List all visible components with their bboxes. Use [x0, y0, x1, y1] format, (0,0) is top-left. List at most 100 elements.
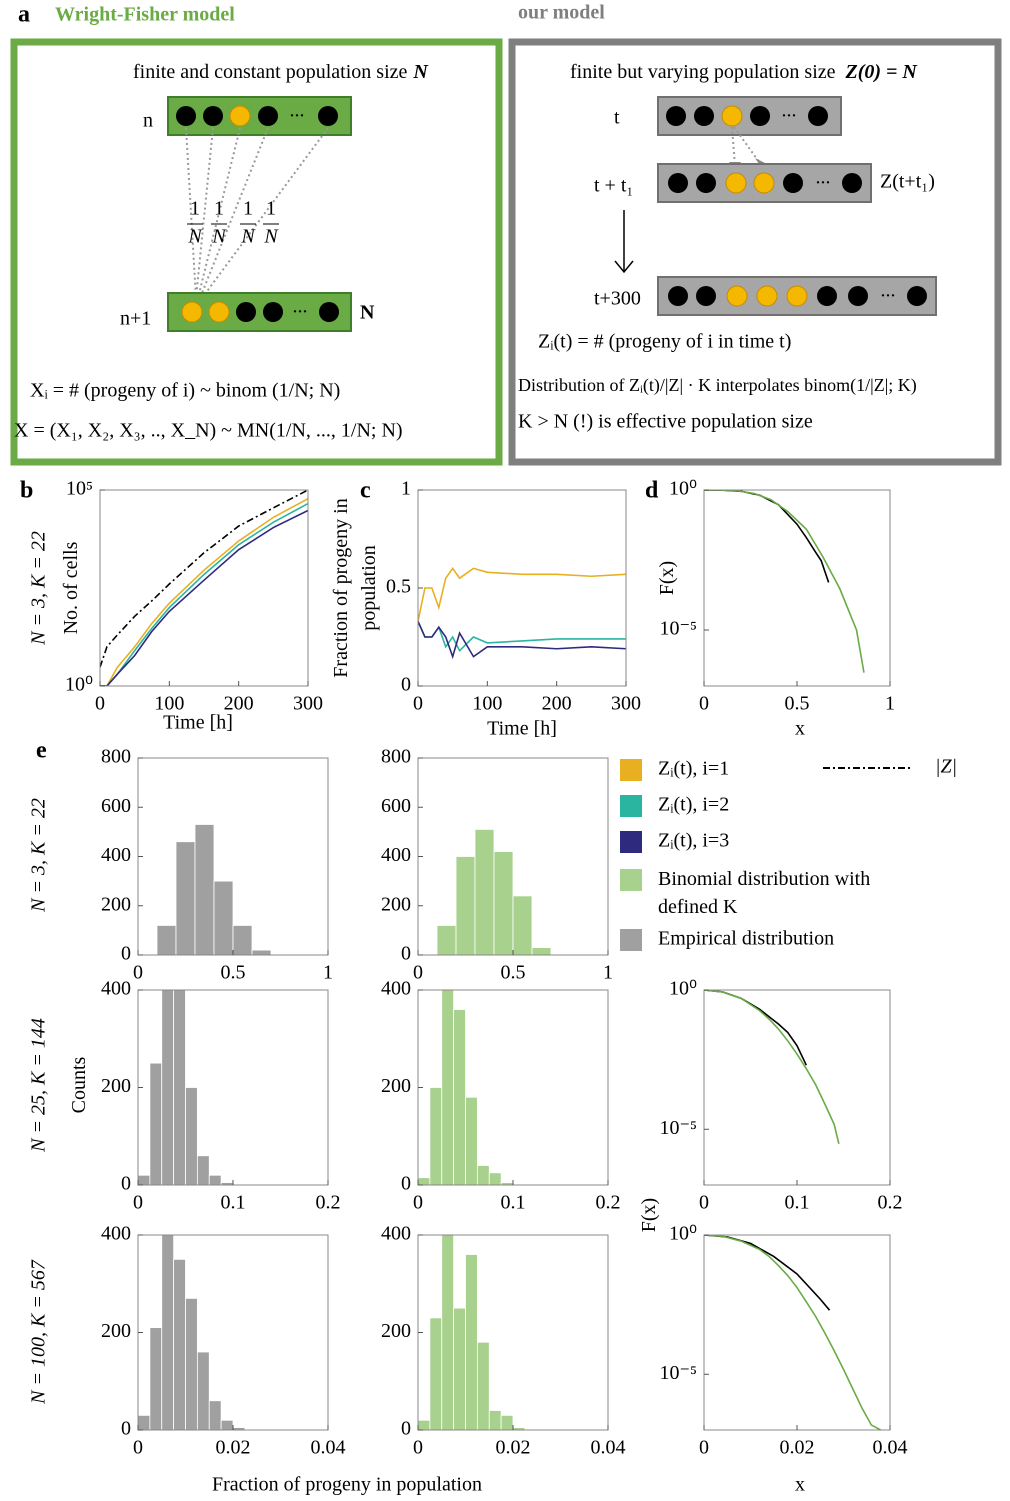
bar [455, 856, 476, 955]
size-label: N [360, 302, 375, 324]
x-tick-label: 0.1 [785, 1192, 810, 1214]
wf-pop-text: finite and constant population size [133, 61, 407, 83]
bar [232, 925, 253, 955]
bar [418, 1177, 431, 1185]
bar [476, 1341, 490, 1430]
text-line: No. of cells [60, 541, 82, 634]
x-tick-label: 1 [603, 962, 613, 984]
y-tick-label: 200 [101, 893, 131, 915]
bar [138, 1414, 151, 1430]
ellipsis: ... [293, 296, 308, 318]
frac-den: N [211, 226, 227, 248]
y-tick-label: 200 [101, 1075, 131, 1097]
row-label: N = 3, K = 22 [28, 531, 50, 646]
cells [668, 285, 927, 307]
legend-label: Binomial distribution with defined K [658, 868, 870, 918]
x-tick-label: 0.02 [780, 1437, 815, 1459]
x-tick-label: 200 [542, 693, 572, 715]
y-tick-label: 800 [101, 746, 131, 768]
text-line: Fraction of progeny in [330, 498, 352, 677]
x-tick-label: 0.04 [591, 1437, 626, 1459]
x-tick-label: 0 [133, 962, 143, 984]
time-label: t+300 [594, 288, 641, 310]
row-label: N = 100, K = 567 [28, 1259, 50, 1405]
x-tick-label: 0.2 [596, 1192, 621, 1214]
ellipsis: ... [881, 280, 896, 302]
y-tick-label: 0 [401, 1418, 411, 1440]
cells [181, 301, 339, 323]
ellipsis: ... [782, 100, 797, 122]
legend-swatch [620, 759, 642, 781]
bar [149, 1327, 163, 1430]
y-tick-label: 0 [401, 1173, 411, 1195]
y-tick-label: 400 [381, 978, 411, 1000]
x-tick-label: 0 [95, 693, 105, 715]
text-line: Binomial distribution with [658, 868, 870, 890]
series-line [704, 1235, 831, 1311]
series-line [704, 990, 808, 1066]
bar [175, 841, 196, 955]
plot-area [100, 490, 308, 686]
panel-label: b [20, 478, 33, 504]
x-tick-label: 300 [611, 693, 641, 715]
y-tick-label: 800 [381, 746, 411, 768]
panel-label: c [360, 478, 371, 504]
x-axis-label: Time [h] [163, 712, 233, 734]
y-axis-label: Fraction of progeny in population [330, 498, 380, 677]
cells [176, 105, 338, 127]
x-tick-label: 0.02 [216, 1437, 251, 1459]
y-axis-label: Counts [68, 1056, 90, 1113]
y-tick-label: 400 [101, 1223, 131, 1245]
legend-swatch [620, 795, 642, 817]
y-tick-label: 0 [121, 943, 131, 965]
bar [149, 1062, 163, 1185]
x-tick-label: 100 [154, 693, 184, 715]
x-tick-label: 0.04 [311, 1437, 346, 1459]
plot-area [704, 490, 865, 673]
x-axis-label: Time [h] [487, 718, 557, 740]
bar [208, 1174, 222, 1185]
bar [512, 895, 533, 955]
text-line: F(x) [656, 561, 678, 595]
series-line [704, 1235, 882, 1430]
y-tick-label: 400 [101, 978, 131, 1000]
y-tick-label: 10⁰ [65, 674, 93, 696]
legend-label: Zᵢ(t), i=2 [658, 794, 729, 816]
time-label: t [614, 107, 620, 129]
y-tick-label: 400 [381, 844, 411, 866]
x-tick-label: 0 [699, 1437, 709, 1459]
frac-num: 1 [214, 198, 224, 220]
y-tick-label: 0 [121, 1173, 131, 1195]
x-tick-label: 200 [224, 693, 254, 715]
y-tick-label: 400 [101, 844, 131, 866]
bar [436, 925, 457, 955]
legend-label: |Z| [935, 756, 957, 778]
our-pop-var: Z(0) = N [845, 61, 919, 83]
series-line [418, 567, 626, 622]
formula: X = (X₁, X₂, X₃, .., X_N) ~ MN(1/N, ...,… [14, 420, 403, 442]
bar [476, 1165, 490, 1185]
x-axis-label: x [795, 1474, 805, 1496]
formula: K > N (!) is effective population size [518, 411, 813, 433]
y-tick-label: 0.5 [386, 576, 411, 598]
our-pop-text: finite but varying population size [570, 61, 836, 83]
y-tick-label: 10⁻⁵ [659, 1117, 697, 1139]
frac-den: N [240, 226, 256, 248]
plot-area [704, 1235, 882, 1430]
y-tick-label: 10⁰ [669, 978, 697, 1000]
y-axis-label: F(x) [656, 561, 678, 595]
bar [418, 1419, 431, 1430]
series-line [100, 497, 308, 686]
axes-box [417, 489, 627, 687]
bar [208, 1400, 222, 1430]
plot-area [418, 990, 514, 1185]
ellipsis: ... [816, 167, 831, 189]
y-tick-label: 1 [401, 478, 411, 500]
bar [453, 1009, 466, 1185]
y-axis-label: No. of cells [60, 541, 82, 634]
frac-den: N [263, 226, 279, 248]
bar [429, 1087, 443, 1185]
y-tick-label: 200 [101, 1320, 131, 1342]
x-tick-label: 0 [699, 1192, 709, 1214]
